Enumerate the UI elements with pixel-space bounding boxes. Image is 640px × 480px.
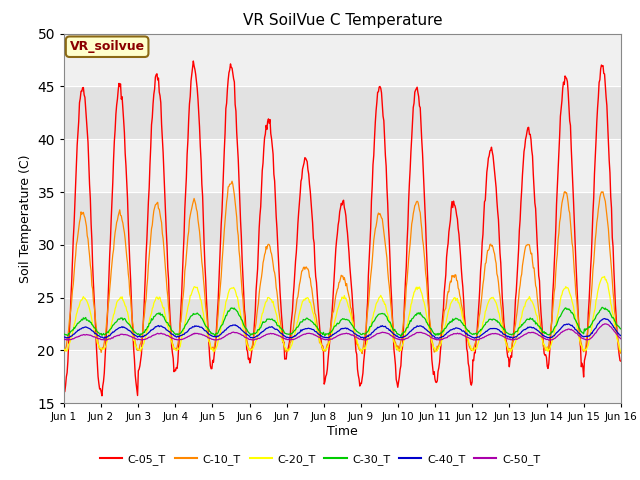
Bar	[64, 192, 621, 245]
C-40_T	[184, 328, 192, 334]
Line: C-05_T: C-05_T	[64, 61, 621, 396]
C-05_T	[189, 58, 197, 64]
C-30_T	[428, 325, 435, 331]
C-30_T	[184, 318, 192, 324]
C-10_T	[70, 271, 78, 277]
C-50_T	[185, 334, 193, 339]
C-50_T	[601, 321, 609, 327]
C-30_T	[60, 331, 68, 337]
C-40_T	[360, 336, 367, 341]
C-10_T	[412, 202, 419, 207]
C-20_T	[210, 349, 218, 355]
C-30_T	[411, 313, 419, 319]
C-05_T	[60, 388, 68, 394]
Bar	[64, 86, 621, 139]
C-20_T	[127, 326, 135, 332]
C-10_T	[228, 179, 236, 184]
C-40_T	[617, 333, 625, 338]
C-50_T	[617, 336, 625, 342]
C-10_T	[127, 307, 135, 313]
C-20_T	[214, 338, 222, 344]
C-05_T	[428, 357, 436, 362]
C-40_T	[214, 333, 221, 339]
Bar	[64, 139, 621, 192]
Bar	[64, 34, 621, 86]
C-40_T	[127, 329, 135, 335]
C-05_T	[617, 358, 625, 364]
C-10_T	[60, 347, 68, 353]
C-05_T	[128, 317, 136, 323]
C-50_T	[411, 331, 419, 336]
C-20_T	[411, 288, 419, 294]
Line: C-20_T: C-20_T	[64, 276, 621, 352]
C-40_T	[428, 331, 435, 337]
C-30_T	[127, 325, 135, 331]
Line: C-40_T: C-40_T	[64, 319, 621, 338]
C-10_T	[214, 320, 221, 325]
C-05_T	[98, 393, 106, 399]
C-30_T	[70, 324, 78, 330]
C-50_T	[214, 337, 222, 343]
C-30_T	[397, 334, 404, 339]
C-10_T	[358, 351, 366, 357]
Bar	[64, 298, 621, 350]
C-10_T	[428, 337, 436, 343]
C-20_T	[617, 348, 625, 354]
C-20_T	[428, 336, 435, 342]
C-30_T	[214, 331, 221, 337]
C-10_T	[617, 350, 625, 356]
Bar	[64, 245, 621, 298]
C-05_T	[70, 221, 78, 227]
Text: VR_soilvue: VR_soilvue	[70, 40, 145, 53]
C-20_T	[60, 348, 68, 353]
C-05_T	[215, 278, 223, 284]
C-50_T	[70, 336, 78, 341]
C-20_T	[601, 274, 609, 279]
C-50_T	[428, 335, 435, 340]
Line: C-10_T: C-10_T	[64, 181, 621, 354]
C-20_T	[184, 304, 192, 310]
C-05_T	[185, 117, 193, 122]
C-30_T	[617, 326, 625, 332]
C-40_T	[60, 334, 68, 340]
Y-axis label: Soil Temperature (C): Soil Temperature (C)	[19, 154, 32, 283]
C-50_T	[60, 337, 68, 343]
Line: C-50_T: C-50_T	[64, 324, 621, 340]
C-50_T	[128, 335, 136, 340]
Legend: C-05_T, C-10_T, C-20_T, C-30_T, C-40_T, C-50_T: C-05_T, C-10_T, C-20_T, C-30_T, C-40_T, …	[95, 450, 545, 469]
Title: VR SoilVue C Temperature: VR SoilVue C Temperature	[243, 13, 442, 28]
C-10_T	[184, 234, 192, 240]
C-20_T	[70, 322, 78, 328]
C-40_T	[411, 325, 419, 331]
Line: C-30_T: C-30_T	[64, 307, 621, 336]
Bar	[64, 350, 621, 403]
C-05_T	[412, 87, 419, 93]
C-30_T	[598, 304, 606, 310]
C-40_T	[601, 316, 609, 322]
C-40_T	[70, 331, 78, 337]
X-axis label: Time: Time	[327, 425, 358, 438]
C-50_T	[102, 337, 109, 343]
